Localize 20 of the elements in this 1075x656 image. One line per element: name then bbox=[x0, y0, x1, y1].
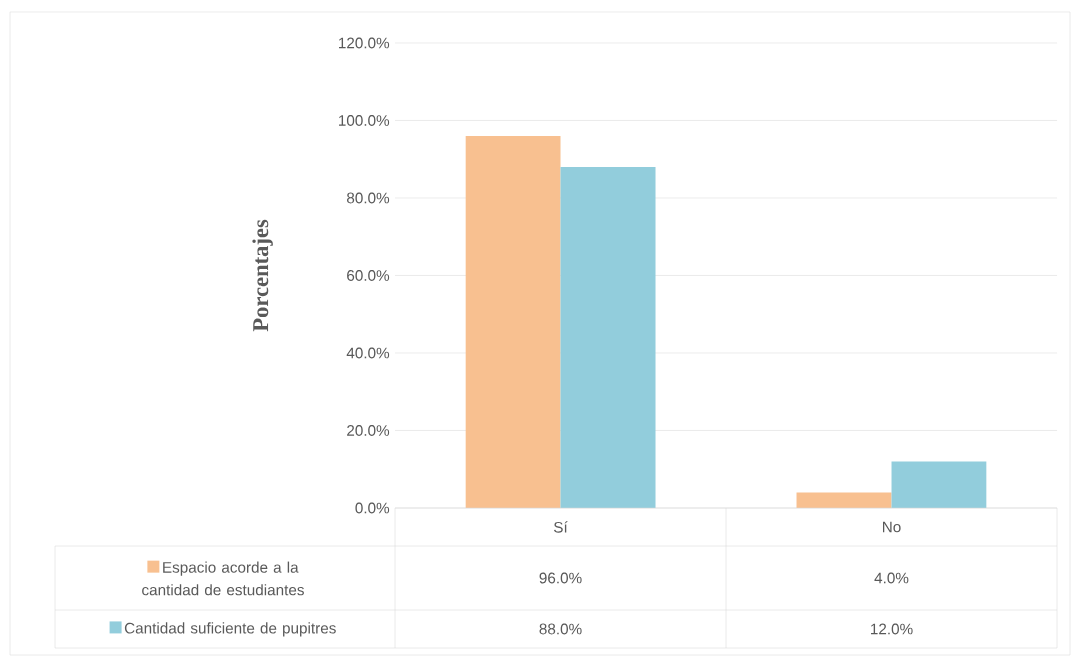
y-tick-label: 40.0% bbox=[346, 347, 390, 359]
y-tick-label: 0.0% bbox=[355, 502, 390, 514]
data-label: 12.0% bbox=[871, 623, 913, 635]
x-tick-label: Sí bbox=[553, 521, 568, 533]
data-label: 96.0% bbox=[539, 572, 582, 584]
y-tick-label: 20.0% bbox=[347, 425, 390, 436]
y-tick-label: 120.0% bbox=[339, 37, 390, 49]
legend-label: Cantidad suficiente de pupitres bbox=[124, 622, 336, 637]
y-tick-label: 60.0% bbox=[347, 270, 390, 281]
data-label: 88.0% bbox=[539, 623, 582, 635]
bar bbox=[560, 166, 656, 508]
data-label: 4.0% bbox=[874, 572, 909, 584]
y-tick-label: 100.0% bbox=[339, 115, 390, 126]
bar bbox=[465, 135, 561, 508]
bar bbox=[891, 461, 987, 508]
y-axis-title: Porcentajes bbox=[252, 219, 273, 332]
x-tick-label: No bbox=[883, 521, 901, 533]
bar bbox=[796, 492, 892, 508]
legend-label: Espacio acorde a la cantidad de estudiantes bbox=[142, 561, 304, 596]
y-tick-label: 80.0% bbox=[347, 192, 390, 204]
